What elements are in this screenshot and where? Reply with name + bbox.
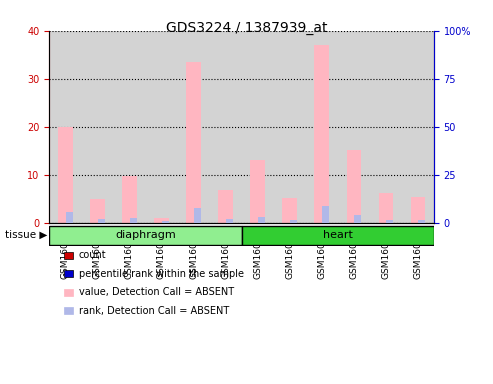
Text: heart: heart [323, 230, 352, 240]
Bar [66, 212, 72, 223]
Bar [242, 31, 274, 223]
Bar [402, 31, 434, 223]
Text: rank, Detection Call = ABSENT: rank, Detection Call = ABSENT [79, 306, 229, 316]
Bar [98, 219, 105, 223]
Bar [250, 161, 265, 223]
Bar [418, 220, 425, 223]
Text: percentile rank within the sample: percentile rank within the sample [79, 269, 244, 279]
Bar [162, 221, 169, 223]
Bar [290, 220, 297, 223]
Bar [177, 31, 210, 223]
Bar [113, 31, 145, 223]
Bar [130, 218, 137, 223]
Bar [338, 31, 370, 223]
Bar [154, 218, 169, 223]
Bar [218, 190, 233, 223]
Text: GDS3224 / 1387939_at: GDS3224 / 1387939_at [166, 21, 327, 35]
Bar [370, 31, 402, 223]
FancyBboxPatch shape [49, 226, 242, 245]
Bar [194, 208, 201, 223]
Bar [122, 176, 137, 223]
Bar [186, 62, 201, 223]
Bar [226, 219, 233, 223]
Bar [354, 215, 361, 223]
Bar [282, 198, 297, 223]
Bar [90, 199, 105, 223]
Bar [58, 127, 72, 223]
Bar [379, 193, 393, 223]
Bar [306, 31, 338, 223]
Text: count: count [79, 250, 106, 260]
Bar [258, 217, 265, 223]
Bar [322, 207, 329, 223]
Bar [386, 220, 393, 223]
Bar [145, 31, 177, 223]
Bar [81, 31, 113, 223]
FancyBboxPatch shape [242, 226, 434, 245]
Bar [210, 31, 242, 223]
Bar [315, 45, 329, 223]
Text: diaphragm: diaphragm [115, 230, 176, 240]
Text: tissue ▶: tissue ▶ [5, 230, 47, 240]
Bar [347, 150, 361, 223]
Bar [411, 197, 425, 223]
Bar [274, 31, 306, 223]
Bar [49, 31, 81, 223]
Text: value, Detection Call = ABSENT: value, Detection Call = ABSENT [79, 287, 234, 297]
